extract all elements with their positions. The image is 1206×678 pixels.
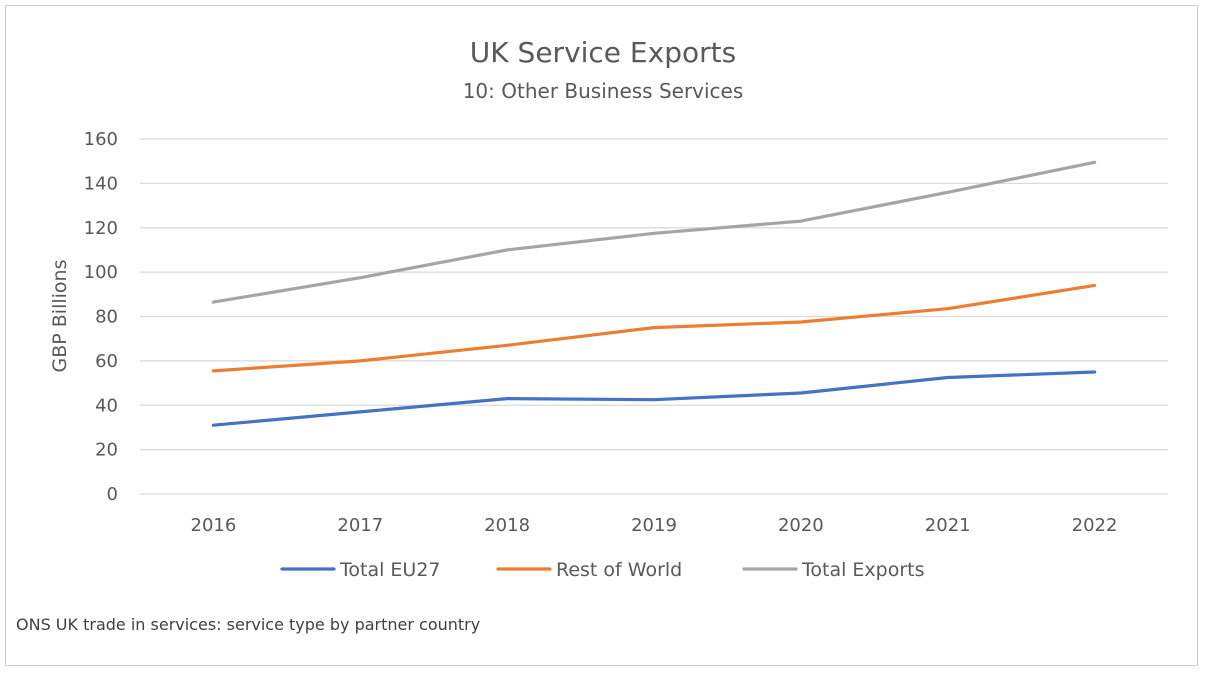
chart-subtitle: 10: Other Business Services	[463, 79, 744, 103]
x-tick-label-2021: 2021	[925, 515, 971, 536]
gridlines	[140, 138, 1168, 495]
x-tick-label-2016: 2016	[191, 515, 237, 536]
x-tick-label-2020: 2020	[778, 515, 824, 536]
y-tick-label-140: 140	[84, 173, 118, 194]
y-axis-ticks: 0 20 40 60 80 100 120 140 160	[84, 129, 118, 505]
y-tick-label-120: 120	[84, 218, 118, 239]
legend-label-rest-of-world: Rest of World	[556, 559, 682, 581]
x-tick-label-2022: 2022	[1072, 515, 1118, 536]
x-tick-label-2017: 2017	[337, 515, 383, 536]
series-lines	[211, 160, 1097, 427]
y-tick-label-60: 60	[95, 351, 118, 372]
x-tick-label-2019: 2019	[631, 515, 677, 536]
series-line-rest-of-world	[211, 283, 1097, 373]
y-tick-label-0: 0	[107, 484, 118, 505]
x-tick-label-2018: 2018	[484, 515, 530, 536]
y-axis-label: GBP Billions	[49, 260, 71, 373]
chart-title: UK Service Exports	[470, 36, 736, 69]
y-tick-label-160: 160	[84, 129, 118, 150]
legend: Total EU27 Rest of World Total Exports	[280, 559, 925, 581]
y-tick-label-100: 100	[84, 262, 118, 283]
y-tick-label-40: 40	[95, 395, 118, 416]
legend-label-total-exports: Total Exports	[801, 559, 925, 581]
x-axis-ticks: 2016 2017 2018 2019 2020 2021 2022	[191, 515, 1118, 536]
y-tick-label-20: 20	[95, 440, 118, 461]
series-line-total-eu27	[211, 370, 1097, 427]
source-note: ONS UK trade in services: service type b…	[16, 615, 480, 634]
legend-label-total-eu27: Total EU27	[339, 559, 441, 581]
y-tick-label-80: 80	[95, 307, 118, 328]
